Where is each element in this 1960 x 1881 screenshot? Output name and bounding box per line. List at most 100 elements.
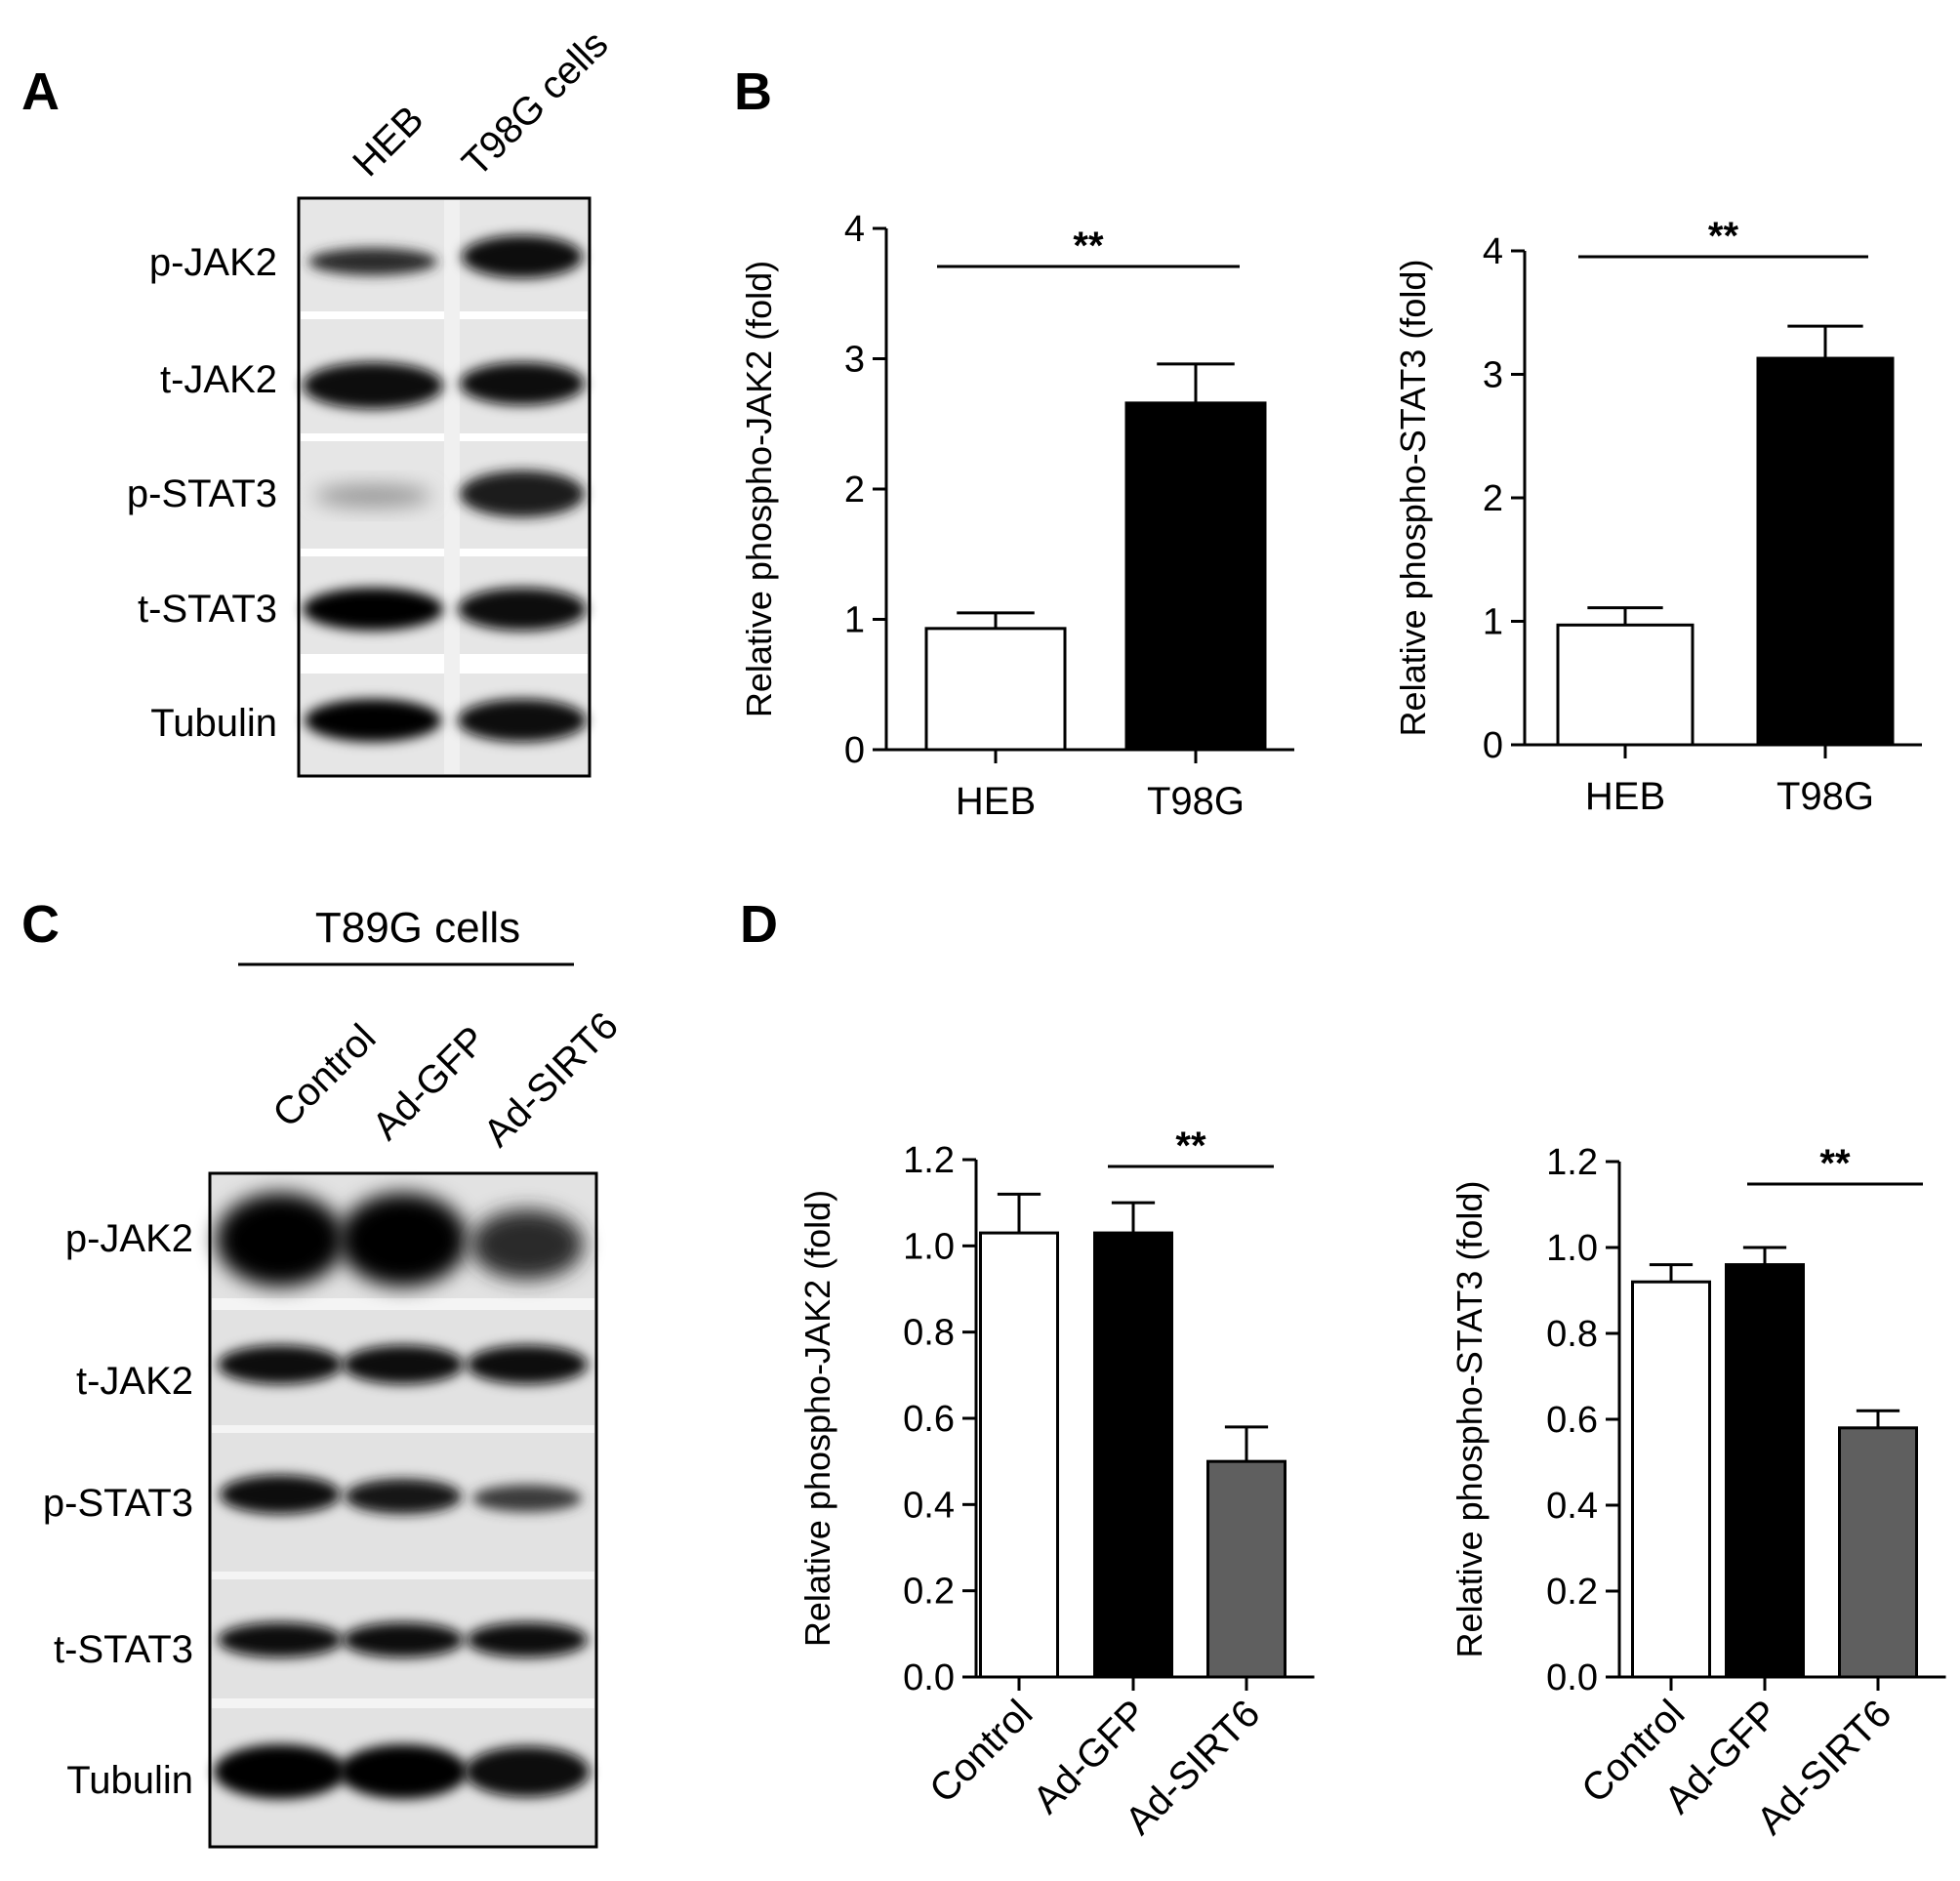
blot-a: HEB T98G cells p-JAK2 t-JAK2 p-STAT3 t-S… xyxy=(127,22,617,778)
d2-y-tick-label: 1.0 xyxy=(1546,1228,1598,1269)
b2-x-tick-label: HEB xyxy=(1585,775,1665,818)
b2-y-tick-label: 2 xyxy=(1483,478,1503,519)
b2-y-tick-label: 1 xyxy=(1483,602,1503,643)
blot-c-separator xyxy=(212,1425,594,1433)
d1-y-tick-label: 0.4 xyxy=(903,1485,955,1526)
band-c-pjak2-adsirt6 xyxy=(470,1209,584,1280)
b2-significance-label: ** xyxy=(1708,215,1739,258)
d2-y-tick-label: 0.6 xyxy=(1546,1400,1598,1441)
band-c-tubulin-adgfp xyxy=(339,1744,468,1799)
blot-c: T89G cells Control Ad-GFP Ad-SIRT6 p-JAK… xyxy=(43,904,627,1849)
d2-bar-control xyxy=(1631,1280,1711,1679)
b2-y-tick-label: 3 xyxy=(1483,355,1503,396)
d2-bar-ad-gfp xyxy=(1725,1263,1805,1679)
d1-bar-control xyxy=(979,1231,1059,1679)
d2-y-tick-label: 0.2 xyxy=(1546,1572,1598,1613)
d1-y-tick-label: 0.8 xyxy=(903,1313,955,1354)
d2-y-tick-label: 0.8 xyxy=(1546,1314,1598,1355)
chart-d-jak2: 0.0 0.2 0.4 0.6 0.8 1.0 1.2 Relative phospho-JA… xyxy=(797,1125,1315,1843)
b2-bar-heb xyxy=(1556,623,1695,747)
band-c-pstat3-adsirt6 xyxy=(472,1485,582,1512)
band-a-pstat3-t98g xyxy=(460,470,585,517)
blot-a-lane-gap xyxy=(444,200,460,774)
band-a-pstat3-heb xyxy=(314,484,431,508)
d1-y-tick-label: 0.6 xyxy=(903,1399,955,1440)
blot-c-lane-adsirt6: Ad-SIRT6 xyxy=(475,1004,627,1156)
b1-y-tick-label: 4 xyxy=(844,209,865,250)
d1-bar-ad-sirt6 xyxy=(1206,1459,1286,1679)
band-c-pstat3-control xyxy=(220,1475,341,1514)
blot-a-row-label-pstat3: p-STAT3 xyxy=(127,472,277,515)
b2-bar-t98g xyxy=(1756,356,1895,747)
blot-a-row-label-tjak2: t-JAK2 xyxy=(160,358,277,401)
panel-letter-b: B xyxy=(734,62,772,121)
blot-a-row-label-pjak2: p-JAK2 xyxy=(149,241,277,284)
d1-y-axis-label: Relative phospho-JAK2 (fold) xyxy=(797,1190,837,1647)
b2-y-tick-label: 0 xyxy=(1483,725,1503,766)
blot-a-lane-t98g: T98G cells xyxy=(454,22,616,184)
chart-b-jak2: 0 1 2 3 4 Relative phospho-JAK2 (fold) HEB T98G… xyxy=(739,209,1294,823)
b1-significance-label: ** xyxy=(1073,225,1104,267)
b1-bar-t98g xyxy=(1124,401,1267,752)
d1-bar-ad-gfp xyxy=(1093,1231,1173,1679)
b1-y-tick-label: 2 xyxy=(844,470,865,511)
b1-x-tick-label: HEB xyxy=(956,780,1036,823)
band-a-pjak2-t98g xyxy=(462,235,583,278)
b1-bar-heb xyxy=(924,627,1067,752)
d1-significance-label: ** xyxy=(1175,1125,1206,1167)
d1-x-tick-label: Control xyxy=(921,1692,1041,1811)
band-c-tstat3-adgfp xyxy=(343,1622,464,1657)
blot-c-row-label-tubulin: Tubulin xyxy=(66,1759,193,1802)
d2-y-tick-label: 0.4 xyxy=(1546,1486,1598,1527)
band-c-tstat3-control xyxy=(218,1622,343,1657)
b2-x-tick-label: T98G xyxy=(1776,775,1874,818)
b1-y-tick-label: 1 xyxy=(844,600,865,641)
blot-a-lane-heb: HEB xyxy=(345,98,431,184)
blot-a-row-label-tstat3: t-STAT3 xyxy=(138,588,277,631)
panel-letter-c: C xyxy=(21,895,60,954)
band-c-tstat3-adsirt6 xyxy=(467,1622,588,1657)
blot-c-lane-adgfp: Ad-GFP xyxy=(364,1018,494,1148)
band-c-pjak2-adgfp xyxy=(339,1193,468,1287)
d1-y-tick-label: 1.2 xyxy=(903,1140,955,1181)
band-c-tubulin-control xyxy=(214,1744,347,1799)
band-c-pstat3-adgfp xyxy=(345,1479,462,1514)
b1-y-axis-label: Relative phospho-JAK2 (fold) xyxy=(739,261,779,717)
blot-c-separator xyxy=(212,1298,594,1310)
band-a-tjak2-t98g xyxy=(460,362,585,405)
b1-y-tick-label: 3 xyxy=(844,340,865,381)
band-a-tstat3-heb xyxy=(303,588,443,631)
b1-x-tick-label: T98G xyxy=(1147,780,1245,823)
band-c-tubulin-adsirt6 xyxy=(465,1746,590,1797)
blot-c-row-label-pstat3: p-STAT3 xyxy=(43,1482,193,1525)
b2-y-axis-label: Relative phospho-STAT3 (fold) xyxy=(1393,260,1433,737)
blot-c-row-label-tjak2: t-JAK2 xyxy=(76,1360,193,1403)
band-a-tubulin-heb xyxy=(305,699,441,742)
b2-y-tick-label: 4 xyxy=(1483,231,1503,272)
b1-y-tick-label: 0 xyxy=(844,730,865,771)
band-a-tjak2-heb xyxy=(303,362,443,409)
d2-y-tick-label: 0.0 xyxy=(1546,1657,1598,1698)
band-a-tubulin-t98g xyxy=(458,699,587,742)
blot-c-separator xyxy=(212,1572,594,1579)
band-a-pjak2-heb xyxy=(308,248,437,275)
d1-y-tick-label: 1.0 xyxy=(903,1226,955,1267)
blot-c-group-label: T89G cells xyxy=(315,904,520,952)
blot-c-row-label-pjak2: p-JAK2 xyxy=(65,1217,193,1260)
band-a-tstat3-t98g xyxy=(458,588,587,631)
d2-significance-label: ** xyxy=(1819,1142,1851,1185)
band-c-tjak2-adsirt6 xyxy=(467,1345,588,1384)
blot-c-separator xyxy=(212,1698,594,1708)
panel-letter-d: D xyxy=(740,895,778,954)
band-c-tjak2-control xyxy=(218,1345,343,1384)
d2-bar-ad-sirt6 xyxy=(1838,1426,1918,1679)
panel-letter-a: A xyxy=(21,62,60,121)
d2-y-axis-label: Relative phospho-STAT3 (fold) xyxy=(1450,1181,1490,1658)
d2-y-tick-label: 1.2 xyxy=(1546,1142,1598,1183)
band-c-tjak2-adgfp xyxy=(343,1345,464,1384)
d1-y-tick-label: 0.0 xyxy=(903,1657,955,1698)
chart-b-stat3: 0 1 2 3 4 Relative phospho-STAT3 (fold) HEB T98… xyxy=(1393,215,1922,818)
d1-y-tick-label: 0.2 xyxy=(903,1572,955,1613)
blot-c-row-label-tstat3: t-STAT3 xyxy=(54,1628,193,1671)
